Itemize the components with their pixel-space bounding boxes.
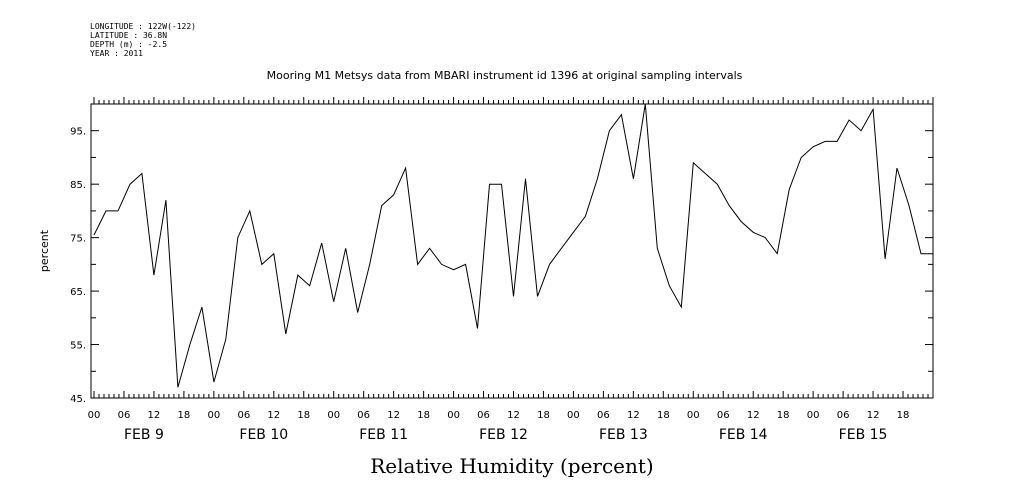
x-hour-label: 06 [237, 410, 250, 421]
x-hour-label: 00 [88, 410, 101, 421]
x-hour-label: 00 [807, 410, 820, 421]
x-hour-label: 06 [837, 410, 850, 421]
x-day-label: FEB 9 [124, 427, 164, 443]
x-day-label: FEB 10 [239, 427, 288, 443]
x-day-label: FEB 14 [719, 427, 768, 443]
x-hour-label: 06 [597, 410, 610, 421]
x-hour-label: 18 [178, 410, 191, 421]
y-tick-label: 55. [70, 341, 86, 352]
x-hour-label: 18 [657, 410, 670, 421]
series-group [93, 103, 933, 388]
x-hour-label: 00 [447, 410, 460, 421]
x-day-label: FEB 13 [599, 427, 648, 443]
x-day-label: FEB 12 [479, 427, 528, 443]
x-hour-label: 12 [627, 410, 640, 421]
x-hour-label: 12 [148, 410, 161, 421]
y-tick-label: 95. [70, 127, 86, 138]
year-text: YEAR : 2011 [90, 49, 143, 58]
x-hour-label: 18 [417, 410, 430, 421]
depth-text: DEPTH (m) : -2.5 [90, 40, 168, 49]
chart-caption: Relative Humidity (percent) [370, 454, 654, 478]
metadata-block: LONGITUDE : 122W(-122) LATITUDE : 36.8N … [90, 22, 196, 58]
x-hour-label: 00 [327, 410, 340, 421]
x-day-label: FEB 15 [839, 427, 888, 443]
x-hour-label: 12 [267, 410, 280, 421]
x-hour-label: 06 [477, 410, 490, 421]
x-hour-label: 18 [897, 410, 910, 421]
x-hour-label: 18 [297, 410, 310, 421]
x-hour-label: 18 [537, 410, 550, 421]
x-hour-label: 00 [207, 410, 220, 421]
x-hour-label: 12 [387, 410, 400, 421]
x-hour-label: 18 [777, 410, 790, 421]
y-tick-label: 65. [70, 287, 86, 298]
plot-frame [90, 103, 934, 399]
x-hour-label: 06 [717, 410, 730, 421]
x-hour-label: 00 [687, 410, 700, 421]
x-hour-label: 12 [507, 410, 520, 421]
y-axis: 45. 55. 65. 75. 85. 95. [70, 103, 933, 405]
x-hour-label: 12 [867, 410, 880, 421]
y-axis-label: percent [38, 229, 51, 272]
chart-title: Mooring M1 Metsys data from MBARI instru… [266, 69, 743, 82]
latitude-text: LATITUDE : 36.8N [90, 31, 168, 40]
x-hour-label: 12 [747, 410, 760, 421]
y-tick-label: 75. [70, 234, 86, 245]
x-day-label: FEB 11 [359, 427, 408, 443]
x-hour-label: 06 [357, 410, 370, 421]
y-tick-label: 45. [70, 394, 86, 405]
y-tick-label: 85. [70, 180, 86, 191]
x-hour-label: 06 [118, 410, 131, 421]
series-line [93, 103, 933, 388]
longitude-text: LONGITUDE : 122W(-122) [90, 22, 196, 31]
x-axis: 00 06 12 18 00 06 12 18 00 06 12 18 00 06 12 18 00 06 12 18… [88, 97, 934, 443]
x-hour-label: 00 [567, 410, 580, 421]
